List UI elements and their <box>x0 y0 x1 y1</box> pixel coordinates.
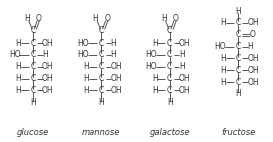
Text: C: C <box>167 26 172 35</box>
Text: H: H <box>179 51 185 59</box>
Text: H: H <box>220 54 226 63</box>
Text: H: H <box>179 62 185 71</box>
Text: C: C <box>167 86 172 95</box>
Text: O: O <box>250 30 256 39</box>
Text: OH: OH <box>42 74 54 83</box>
Text: C: C <box>99 26 104 35</box>
Text: OH: OH <box>247 66 259 75</box>
Text: HO: HO <box>9 51 20 59</box>
Text: C: C <box>167 39 172 48</box>
Text: C: C <box>236 30 241 39</box>
Text: H: H <box>235 7 241 16</box>
Text: C: C <box>236 78 241 87</box>
Text: H: H <box>15 86 21 95</box>
Text: H: H <box>42 51 48 59</box>
Text: C: C <box>99 86 104 95</box>
Text: H: H <box>93 14 98 23</box>
Text: OH: OH <box>110 74 122 83</box>
Text: galactose: galactose <box>150 129 190 137</box>
Text: H: H <box>111 39 116 48</box>
Text: C: C <box>30 26 36 35</box>
Text: OH: OH <box>179 86 190 95</box>
Text: O: O <box>36 14 42 23</box>
Text: H: H <box>220 18 226 27</box>
Text: OH: OH <box>110 86 122 95</box>
Text: H: H <box>24 14 30 23</box>
Text: fructose: fructose <box>221 129 255 137</box>
Text: OH: OH <box>179 74 190 83</box>
Text: C: C <box>236 42 241 51</box>
Text: OH: OH <box>110 62 122 71</box>
Text: H: H <box>235 89 241 98</box>
Text: mannose: mannose <box>82 129 121 137</box>
Text: C: C <box>167 62 172 71</box>
Text: O: O <box>173 14 179 23</box>
Text: H: H <box>99 98 104 107</box>
Text: C: C <box>30 51 36 59</box>
Text: H: H <box>84 74 89 83</box>
Text: OH: OH <box>42 86 54 95</box>
Text: HO: HO <box>77 39 89 48</box>
Text: H: H <box>84 86 89 95</box>
Text: C: C <box>99 51 104 59</box>
Text: C: C <box>30 86 36 95</box>
Text: H: H <box>152 86 158 95</box>
Text: C: C <box>30 39 36 48</box>
Text: glucose: glucose <box>17 129 49 137</box>
Text: C: C <box>167 51 172 59</box>
Text: H: H <box>15 74 21 83</box>
Text: HO: HO <box>146 62 157 71</box>
Text: H: H <box>152 39 158 48</box>
Text: H: H <box>167 98 173 107</box>
Text: H: H <box>84 62 89 71</box>
Text: HO: HO <box>77 51 89 59</box>
Text: C: C <box>99 39 104 48</box>
Text: H: H <box>15 62 21 71</box>
Text: C: C <box>99 62 104 71</box>
Text: H: H <box>15 39 21 48</box>
Text: O: O <box>104 14 110 23</box>
Text: H: H <box>111 51 116 59</box>
Text: H: H <box>220 78 226 87</box>
Text: C: C <box>236 18 241 27</box>
Text: OH: OH <box>179 39 190 48</box>
Text: OH: OH <box>42 62 54 71</box>
Text: C: C <box>236 66 241 75</box>
Text: C: C <box>99 74 104 83</box>
Text: H: H <box>220 66 226 75</box>
Text: C: C <box>30 62 36 71</box>
Text: C: C <box>167 74 172 83</box>
Text: OH: OH <box>42 39 54 48</box>
Text: H: H <box>152 74 158 83</box>
Text: H: H <box>161 14 167 23</box>
Text: OH: OH <box>247 78 259 87</box>
Text: HO: HO <box>214 42 225 51</box>
Text: HO: HO <box>146 51 157 59</box>
Text: C: C <box>30 74 36 83</box>
Text: H: H <box>247 42 253 51</box>
Text: H: H <box>30 98 36 107</box>
Text: OH: OH <box>247 18 259 27</box>
Text: OH: OH <box>247 54 259 63</box>
Text: C: C <box>236 54 241 63</box>
